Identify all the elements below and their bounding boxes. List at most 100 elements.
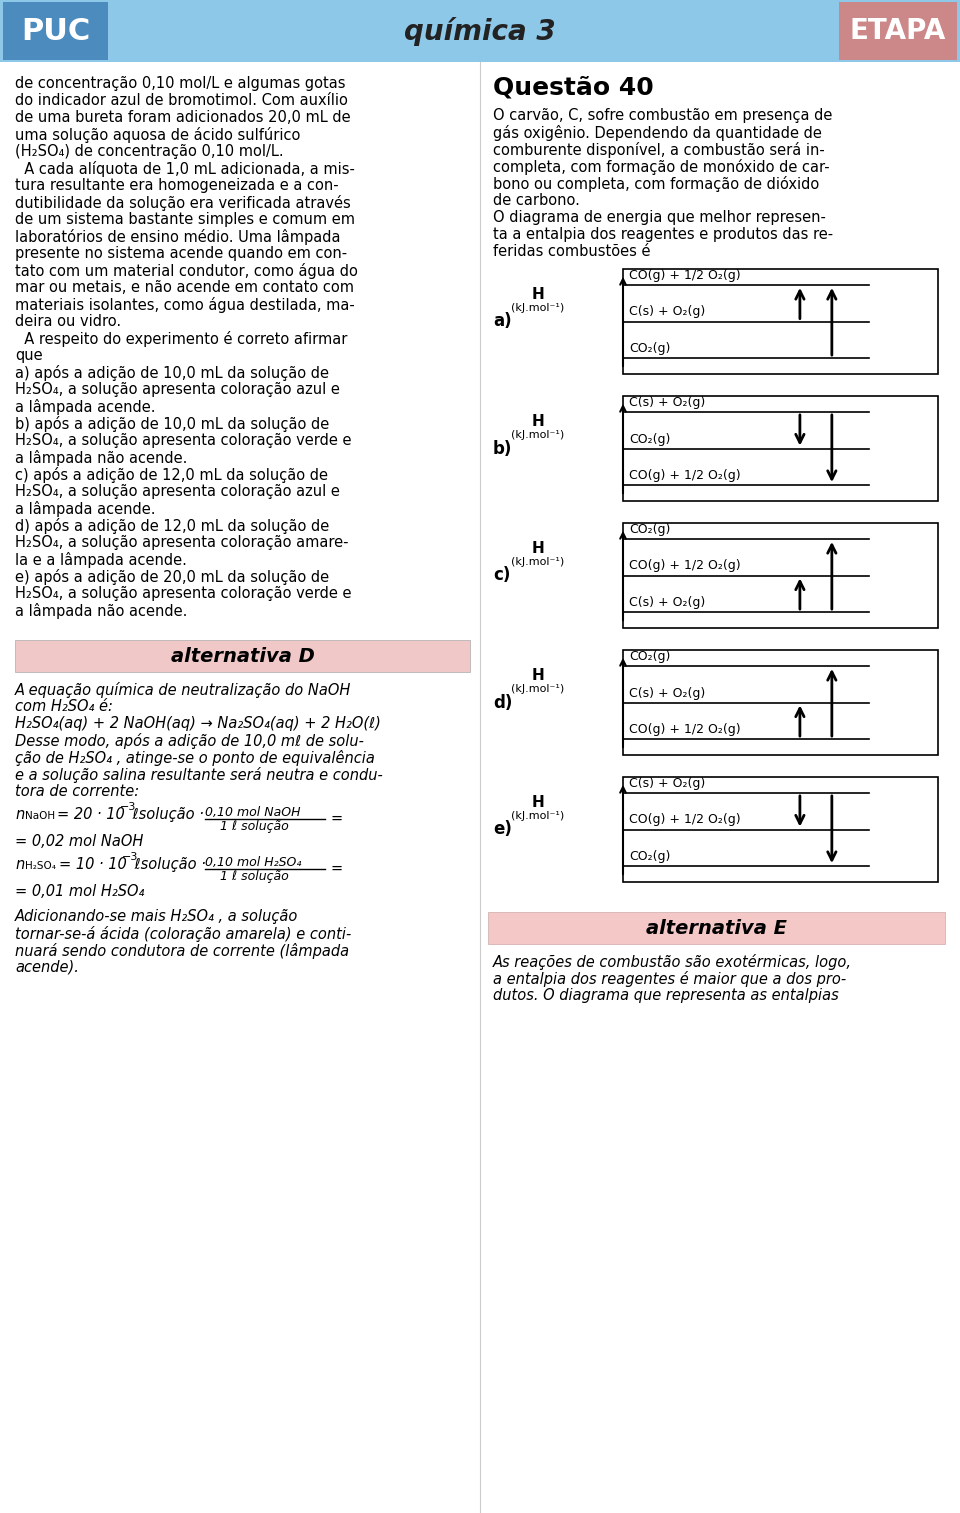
Text: H₂SO₄, a solução apresenta coloração azul e: H₂SO₄, a solução apresenta coloração azu… bbox=[15, 381, 340, 396]
Text: gás oxigênio. Dependendo da quantidade de: gás oxigênio. Dependendo da quantidade d… bbox=[493, 126, 822, 141]
Text: Questão 40: Questão 40 bbox=[493, 76, 654, 100]
Text: H: H bbox=[532, 542, 544, 555]
Bar bbox=[15, 640, 470, 672]
Text: b) após a adição de 10,0 mL da solução de: b) após a adição de 10,0 mL da solução d… bbox=[15, 416, 329, 433]
Text: H₂SO₄, a solução apresenta coloração amare-: H₂SO₄, a solução apresenta coloração ama… bbox=[15, 536, 348, 551]
Text: = 0,01 mol H₂SO₄: = 0,01 mol H₂SO₄ bbox=[15, 884, 144, 899]
Text: C(s) + O₂(g): C(s) + O₂(g) bbox=[629, 596, 706, 610]
Text: Adicionando-se mais H₂SO₄ , a solução: Adicionando-se mais H₂SO₄ , a solução bbox=[15, 909, 299, 924]
Text: A cada alíquota de 1,0 mL adicionada, a mis-: A cada alíquota de 1,0 mL adicionada, a … bbox=[15, 160, 355, 177]
Text: H₂SO₄(aq) + 2 NaOH(aq) → Na₂SO₄(aq) + 2 H₂O(ℓ): H₂SO₄(aq) + 2 NaOH(aq) → Na₂SO₄(aq) + 2 … bbox=[15, 716, 381, 731]
Text: (kJ.mol⁻¹): (kJ.mol⁻¹) bbox=[511, 430, 564, 440]
Text: alternativa D: alternativa D bbox=[171, 646, 315, 666]
Text: A respeito do experimento é correto afirmar: A respeito do experimento é correto afir… bbox=[15, 331, 348, 346]
Text: do indicador azul de bromotimol. Com auxílio: do indicador azul de bromotimol. Com aux… bbox=[15, 92, 348, 107]
Text: d): d) bbox=[493, 693, 513, 711]
Text: a lâmpada não acende.: a lâmpada não acende. bbox=[15, 449, 187, 466]
Text: com H₂SO₄ é:: com H₂SO₄ é: bbox=[15, 699, 113, 714]
Text: completa, com formação de monóxido de car-: completa, com formação de monóxido de ca… bbox=[493, 159, 829, 176]
Text: H: H bbox=[532, 794, 544, 809]
Text: CO(g) + 1/2 O₂(g): CO(g) + 1/2 O₂(g) bbox=[629, 723, 740, 735]
FancyBboxPatch shape bbox=[839, 2, 957, 61]
Bar bbox=[488, 912, 945, 944]
Text: n: n bbox=[15, 806, 24, 822]
Text: 1 ℓ solução: 1 ℓ solução bbox=[220, 870, 289, 884]
Text: CO₂(g): CO₂(g) bbox=[629, 523, 670, 536]
Text: acende).: acende). bbox=[15, 961, 79, 974]
Text: feridas combustões é: feridas combustões é bbox=[493, 244, 651, 259]
Text: 1 ℓ solução: 1 ℓ solução bbox=[220, 820, 289, 834]
Text: = 20 · 10: = 20 · 10 bbox=[57, 806, 125, 822]
Text: a): a) bbox=[493, 313, 512, 330]
Text: (kJ.mol⁻¹): (kJ.mol⁻¹) bbox=[511, 684, 564, 694]
Text: materiais isolantes, como água destilada, ma-: materiais isolantes, como água destilada… bbox=[15, 297, 355, 313]
Text: ta a entalpia dos reagentes e produtos das re-: ta a entalpia dos reagentes e produtos d… bbox=[493, 227, 833, 242]
Text: b): b) bbox=[493, 439, 513, 457]
Text: H: H bbox=[532, 287, 544, 303]
Text: =: = bbox=[330, 861, 342, 876]
Text: A equação química de neutralização do NaOH: A equação química de neutralização do Na… bbox=[15, 682, 351, 697]
Text: a) após a adição de 10,0 mL da solução de: a) após a adição de 10,0 mL da solução d… bbox=[15, 365, 329, 381]
Text: mar ou metais, e não acende em contato com: mar ou metais, e não acende em contato c… bbox=[15, 280, 354, 295]
Text: H: H bbox=[532, 669, 544, 682]
Bar bbox=[623, 396, 938, 501]
Text: H₂SO₄: H₂SO₄ bbox=[25, 861, 56, 871]
Bar bbox=[623, 778, 938, 882]
Text: CO(g) + 1/2 O₂(g): CO(g) + 1/2 O₂(g) bbox=[629, 469, 740, 483]
Text: = 10 · 10: = 10 · 10 bbox=[59, 856, 127, 871]
Text: H₂SO₄, a solução apresenta coloração azul e: H₂SO₄, a solução apresenta coloração azu… bbox=[15, 484, 340, 499]
Text: ção de H₂SO₄ , atinge-se o ponto de equivalência: ção de H₂SO₄ , atinge-se o ponto de equi… bbox=[15, 750, 374, 766]
Text: C(s) + O₂(g): C(s) + O₂(g) bbox=[629, 306, 706, 319]
Text: de um sistema bastante simples e comum em: de um sistema bastante simples e comum e… bbox=[15, 212, 355, 227]
Text: −3: −3 bbox=[122, 852, 138, 862]
Text: tura resultante era homogeneizada e a con-: tura resultante era homogeneizada e a co… bbox=[15, 179, 339, 194]
Text: −3: −3 bbox=[120, 802, 136, 812]
Text: PUC: PUC bbox=[21, 17, 90, 45]
Text: 0,10 mol NaOH: 0,10 mol NaOH bbox=[205, 806, 300, 819]
Text: comburente disponível, a combustão será in-: comburente disponível, a combustão será … bbox=[493, 142, 825, 157]
Text: C(s) + O₂(g): C(s) + O₂(g) bbox=[629, 687, 706, 699]
Text: H: H bbox=[532, 415, 544, 430]
Text: 0,10 mol H₂SO₄: 0,10 mol H₂SO₄ bbox=[205, 856, 301, 868]
Text: H₂SO₄, a solução apresenta coloração verde e: H₂SO₄, a solução apresenta coloração ver… bbox=[15, 586, 351, 601]
Text: Desse modo, após a adição de 10,0 mℓ de solu-: Desse modo, após a adição de 10,0 mℓ de … bbox=[15, 732, 364, 749]
Text: dutibilidade da solução era verificada através: dutibilidade da solução era verificada a… bbox=[15, 195, 350, 210]
Text: H₂SO₄, a solução apresenta coloração verde e: H₂SO₄, a solução apresenta coloração ver… bbox=[15, 433, 351, 448]
FancyBboxPatch shape bbox=[3, 2, 108, 61]
Text: e): e) bbox=[493, 820, 512, 838]
Text: C(s) + O₂(g): C(s) + O₂(g) bbox=[629, 778, 706, 790]
Text: c): c) bbox=[493, 566, 511, 584]
Text: tora de corrente:: tora de corrente: bbox=[15, 784, 139, 799]
Text: NaOH: NaOH bbox=[25, 811, 55, 822]
Text: O diagrama de energia que melhor represen-: O diagrama de energia que melhor represe… bbox=[493, 210, 826, 225]
Bar bbox=[623, 651, 938, 755]
Text: c) após a adição de 12,0 mL da solução de: c) após a adição de 12,0 mL da solução d… bbox=[15, 468, 328, 483]
Text: a lâmpada acende.: a lâmpada acende. bbox=[15, 399, 156, 415]
Text: (H₂SO₄) de concentração 0,10 mol/L.: (H₂SO₄) de concentração 0,10 mol/L. bbox=[15, 144, 283, 159]
Text: CO(g) + 1/2 O₂(g): CO(g) + 1/2 O₂(g) bbox=[629, 269, 740, 281]
Text: CO₂(g): CO₂(g) bbox=[629, 342, 670, 356]
Text: CO(g) + 1/2 O₂(g): CO(g) + 1/2 O₂(g) bbox=[629, 814, 740, 826]
Text: (kJ.mol⁻¹): (kJ.mol⁻¹) bbox=[511, 557, 564, 567]
Text: =: = bbox=[330, 811, 342, 826]
Text: d) após a adição de 12,0 mL da solução de: d) após a adição de 12,0 mL da solução d… bbox=[15, 517, 329, 534]
Text: uma solução aquosa de ácido sulfúrico: uma solução aquosa de ácido sulfúrico bbox=[15, 127, 300, 144]
Text: tornar-se-á ácida (coloração amarela) e conti-: tornar-se-á ácida (coloração amarela) e … bbox=[15, 926, 351, 943]
Text: = 0,02 mol NaOH: = 0,02 mol NaOH bbox=[15, 834, 143, 849]
Text: a lâmpada acende.: a lâmpada acende. bbox=[15, 501, 156, 517]
Text: CO(g) + 1/2 O₂(g): CO(g) + 1/2 O₂(g) bbox=[629, 560, 740, 572]
Text: C(s) + O₂(g): C(s) + O₂(g) bbox=[629, 396, 706, 409]
Text: CO₂(g): CO₂(g) bbox=[629, 651, 670, 663]
Text: dutos. O diagrama que representa as entalpias: dutos. O diagrama que representa as enta… bbox=[493, 988, 839, 1003]
Text: laboratórios de ensino médio. Uma lâmpada: laboratórios de ensino médio. Uma lâmpad… bbox=[15, 228, 341, 245]
Text: química 3: química 3 bbox=[404, 17, 556, 45]
Text: ℓsolução ·: ℓsolução · bbox=[130, 856, 205, 871]
Text: presente no sistema acende quando em con-: presente no sistema acende quando em con… bbox=[15, 247, 348, 262]
Text: n: n bbox=[15, 856, 24, 871]
Text: a lâmpada não acende.: a lâmpada não acende. bbox=[15, 604, 187, 619]
Text: (kJ.mol⁻¹): (kJ.mol⁻¹) bbox=[511, 303, 564, 313]
Text: de concentração 0,10 mol/L e algumas gotas: de concentração 0,10 mol/L e algumas got… bbox=[15, 76, 346, 91]
Text: deira ou vidro.: deira ou vidro. bbox=[15, 315, 121, 328]
Text: (kJ.mol⁻¹): (kJ.mol⁻¹) bbox=[511, 811, 564, 822]
Text: de carbono.: de carbono. bbox=[493, 194, 580, 207]
